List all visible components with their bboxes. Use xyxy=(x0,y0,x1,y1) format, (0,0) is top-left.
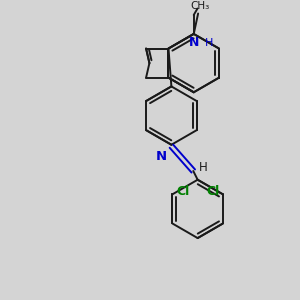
Text: N: N xyxy=(156,150,167,163)
Text: CH₃: CH₃ xyxy=(190,2,209,11)
Text: Cl: Cl xyxy=(206,185,219,198)
Text: H: H xyxy=(205,38,213,48)
Text: N: N xyxy=(189,36,199,49)
Text: Cl: Cl xyxy=(176,185,189,198)
Text: H: H xyxy=(199,161,207,174)
